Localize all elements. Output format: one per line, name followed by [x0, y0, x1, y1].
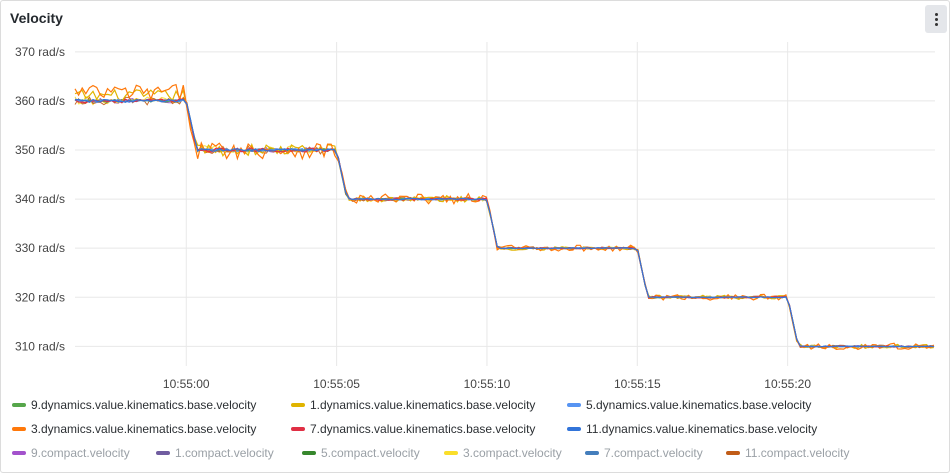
- legend-label: 7.dynamics.value.kinematics.base.velocit…: [310, 422, 536, 436]
- series-line-3-compact-velocity: [74, 95, 934, 349]
- panel-title: Velocity: [10, 10, 63, 26]
- velocity-chart: 310 rad/s 320 rad/s 330 rad/s 340 rad/s 350 …: [15, 42, 935, 391]
- legend-swatch: [726, 450, 740, 455]
- vertical-ellipsis-icon: [935, 13, 938, 16]
- x-tick-label: 10:55:10: [464, 377, 511, 391]
- legend-swatch: [585, 450, 599, 455]
- legend-label: 5.compact.velocity: [321, 446, 420, 460]
- legend-item[interactable]: 1.compact.velocity: [156, 446, 274, 460]
- legend-item[interactable]: 1.dynamics.value.kinematics.base.velocit…: [291, 398, 535, 412]
- legend-item[interactable]: 9.dynamics.value.kinematics.base.velocit…: [12, 398, 256, 412]
- legend-swatch: [567, 426, 581, 431]
- legend-label: 11.dynamics.value.kinematics.base.veloci…: [586, 422, 818, 436]
- legend-item[interactable]: 9.compact.velocity: [12, 446, 130, 460]
- legend-label: 7.compact.velocity: [604, 446, 703, 460]
- legend-swatch: [12, 426, 26, 431]
- y-tick-label: 340 rad/s: [15, 192, 65, 206]
- y-axis: 310 rad/s 320 rad/s 330 rad/s 340 rad/s 350 …: [15, 45, 65, 354]
- series-line-1-dynamics-value-kinematics-base-velocity: [74, 88, 934, 349]
- vertical-ellipsis-icon: [935, 18, 938, 21]
- y-tick-label: 350 rad/s: [15, 143, 65, 157]
- x-tick-label: 10:55:20: [764, 377, 811, 391]
- legend-label: 3.compact.velocity: [463, 446, 562, 460]
- legend-swatch: [444, 450, 458, 455]
- series-line-3-dynamics-value-kinematics-base-velocity: [74, 83, 935, 351]
- chart-grid: [75, 42, 935, 366]
- series-lines: [74, 83, 935, 351]
- x-tick-label: 10:55:05: [313, 377, 360, 391]
- y-tick-label: 330 rad/s: [15, 241, 65, 255]
- series-line-7-dynamics-value-kinematics-base-velocity: [74, 98, 934, 348]
- legend-swatch: [291, 402, 305, 407]
- legend-label: 3.dynamics.value.kinematics.base.velocit…: [31, 422, 257, 436]
- legend-swatch: [12, 402, 26, 407]
- legend-item[interactable]: 7.compact.velocity: [585, 446, 703, 460]
- series-line-9-compact-velocity: [74, 97, 934, 348]
- x-tick-label: 10:55:15: [614, 377, 661, 391]
- x-tick-label: 10:55:00: [163, 377, 210, 391]
- legend-label: 11.compact.velocity: [745, 446, 850, 460]
- series-line-1-compact-velocity: [74, 98, 934, 348]
- legend-item[interactable]: 7.dynamics.value.kinematics.base.velocit…: [291, 422, 535, 436]
- series-line-5-compact-velocity: [74, 98, 934, 348]
- series-line-11-dynamics-value-kinematics-base-velocity: [74, 98, 934, 348]
- legend-label: 1.compact.velocity: [175, 446, 274, 460]
- legend-item[interactable]: 5.compact.velocity: [302, 446, 420, 460]
- legend-item[interactable]: 11.compact.velocity: [726, 446, 850, 460]
- y-tick-label: 360 rad/s: [15, 94, 65, 108]
- y-tick-label: 310 rad/s: [15, 339, 65, 353]
- legend-item[interactable]: 3.compact.velocity: [444, 446, 562, 460]
- legend-swatch: [302, 450, 316, 455]
- panel-menu-button[interactable]: [925, 5, 947, 33]
- series-line-9-dynamics-value-kinematics-base-velocity: [74, 99, 934, 348]
- series-line-11-compact-velocity: [74, 96, 934, 349]
- series-line-5-dynamics-value-kinematics-base-velocity: [74, 98, 934, 348]
- legend-label: 1.dynamics.value.kinematics.base.velocit…: [310, 398, 536, 412]
- legend-item[interactable]: 5.dynamics.value.kinematics.base.velocit…: [567, 398, 811, 412]
- vertical-ellipsis-icon: [935, 23, 938, 26]
- legend-swatch: [12, 450, 26, 455]
- legend-item[interactable]: 11.dynamics.value.kinematics.base.veloci…: [567, 422, 817, 436]
- legend-label: 9.dynamics.value.kinematics.base.velocit…: [31, 398, 257, 412]
- panel-header: Velocity: [1, 1, 949, 35]
- legend-swatch: [567, 402, 581, 407]
- legend-item[interactable]: 3.dynamics.value.kinematics.base.velocit…: [12, 422, 256, 436]
- legend-swatch: [291, 426, 305, 431]
- legend-swatch: [156, 450, 170, 455]
- y-tick-label: 320 rad/s: [15, 290, 65, 304]
- series-line-7-compact-velocity: [74, 98, 934, 348]
- x-axis: 10:55:00 10:55:05 10:55:10 10:55:15 10:55:20: [163, 377, 811, 391]
- legend-label: 5.dynamics.value.kinematics.base.velocit…: [586, 398, 812, 412]
- legend-label: 9.compact.velocity: [31, 446, 130, 460]
- y-tick-label: 370 rad/s: [15, 45, 65, 59]
